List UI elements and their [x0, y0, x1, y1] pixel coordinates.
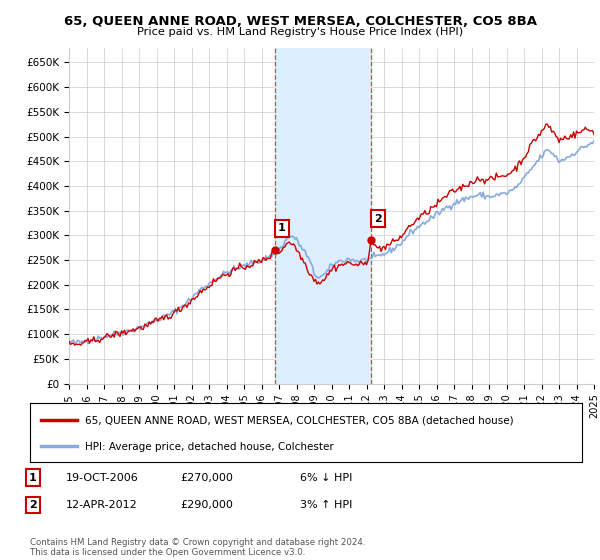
- Text: 3% ↑ HPI: 3% ↑ HPI: [300, 500, 352, 510]
- Text: 19-OCT-2006: 19-OCT-2006: [66, 473, 139, 483]
- Text: 65, QUEEN ANNE ROAD, WEST MERSEA, COLCHESTER, CO5 8BA (detached house): 65, QUEEN ANNE ROAD, WEST MERSEA, COLCHE…: [85, 416, 514, 426]
- Text: Price paid vs. HM Land Registry's House Price Index (HPI): Price paid vs. HM Land Registry's House …: [137, 27, 463, 37]
- Text: 2: 2: [29, 500, 37, 510]
- Text: £290,000: £290,000: [180, 500, 233, 510]
- Text: 6% ↓ HPI: 6% ↓ HPI: [300, 473, 352, 483]
- Text: 1: 1: [278, 223, 286, 234]
- Text: £270,000: £270,000: [180, 473, 233, 483]
- Text: Contains HM Land Registry data © Crown copyright and database right 2024.
This d: Contains HM Land Registry data © Crown c…: [30, 538, 365, 557]
- Bar: [275, 48, 371, 384]
- Text: 65, QUEEN ANNE ROAD, WEST MERSEA, COLCHESTER, CO5 8BA: 65, QUEEN ANNE ROAD, WEST MERSEA, COLCHE…: [64, 15, 536, 27]
- Text: 1: 1: [29, 473, 37, 483]
- Text: 12-APR-2012: 12-APR-2012: [66, 500, 138, 510]
- Text: 2: 2: [374, 213, 382, 223]
- Text: HPI: Average price, detached house, Colchester: HPI: Average price, detached house, Colc…: [85, 442, 334, 452]
